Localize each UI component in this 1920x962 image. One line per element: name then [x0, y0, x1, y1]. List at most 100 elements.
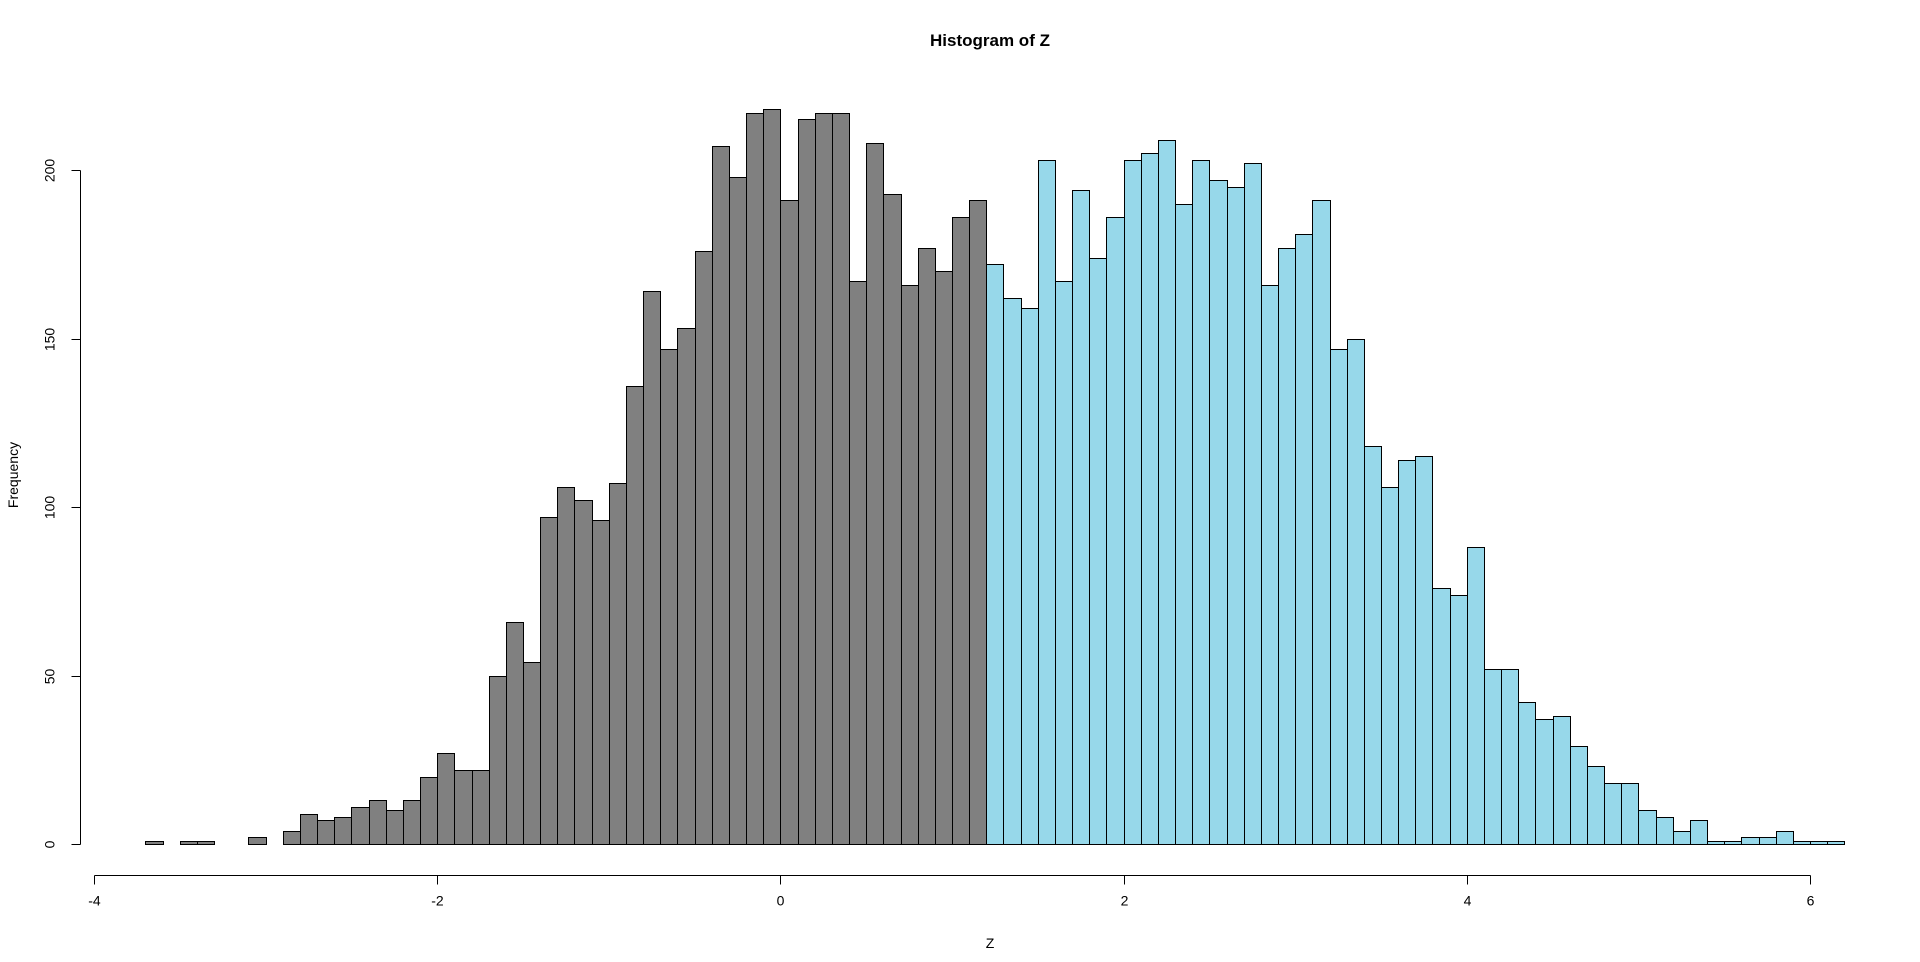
- histogram-bar: [763, 109, 781, 845]
- histogram-bar: [986, 264, 1004, 845]
- histogram-bar: [472, 770, 490, 845]
- histogram-bar: [437, 753, 455, 845]
- x-tick-label: 6: [1807, 893, 1815, 909]
- histogram-bar: [180, 841, 198, 845]
- x-tick-label: 2: [1121, 893, 1129, 909]
- histogram-bar: [609, 483, 627, 845]
- histogram-bar: [1707, 841, 1725, 845]
- histogram-bar: [403, 800, 421, 845]
- histogram-bar: [1467, 547, 1485, 845]
- histogram-bar: [1776, 831, 1794, 845]
- histogram-bar: [523, 662, 541, 845]
- y-tick-label: 0: [42, 840, 58, 848]
- histogram-bar: [386, 810, 404, 845]
- histogram-bar: [1827, 841, 1845, 845]
- histogram-bar: [695, 251, 713, 845]
- histogram-bar: [1227, 187, 1245, 845]
- histogram-bar: [1003, 298, 1022, 845]
- histogram-bar: [248, 837, 267, 845]
- histogram-bar: [969, 200, 987, 845]
- histogram-bar: [1021, 308, 1039, 845]
- histogram-bar: [815, 113, 833, 845]
- histogram-bar: [952, 217, 970, 845]
- chart-title: Histogram of Z: [930, 31, 1050, 50]
- histogram-bar: [420, 777, 438, 845]
- histogram-bar: [746, 113, 764, 845]
- histogram-bar: [1244, 163, 1262, 845]
- histogram-bar: [780, 200, 799, 845]
- histogram-bar: [1124, 160, 1142, 845]
- x-tick-label: -2: [431, 893, 444, 909]
- histogram-bar: [1330, 349, 1348, 845]
- histogram-bar: [712, 146, 730, 845]
- histogram-bar: [1690, 820, 1708, 845]
- histogram-bar: [1741, 837, 1760, 845]
- histogram-bar: [1038, 160, 1056, 845]
- histogram-bar: [1553, 716, 1571, 845]
- histogram-bar: [935, 271, 953, 845]
- histogram-bar: [1604, 783, 1622, 845]
- histogram-bar: [1295, 234, 1313, 845]
- histogram-bar: [1055, 281, 1073, 845]
- histogram-bar: [849, 281, 867, 845]
- histogram-bar: [557, 487, 575, 845]
- histogram-bar: [1450, 595, 1468, 845]
- histogram-bar: [832, 113, 850, 845]
- histogram-bar: [1192, 160, 1210, 845]
- x-tick-label: 0: [777, 893, 785, 909]
- histogram-bar: [1415, 456, 1433, 845]
- histogram-bar: [1656, 817, 1674, 845]
- histogram-bar: [1072, 190, 1090, 845]
- histogram-bar: [334, 817, 352, 845]
- histogram-bar: [317, 820, 335, 845]
- histogram-bar: [1621, 783, 1639, 845]
- histogram-bar: [1175, 204, 1193, 845]
- histogram-bar: [1141, 153, 1159, 845]
- histogram-bar: [574, 500, 593, 845]
- histogram-bar: [1484, 669, 1502, 845]
- bars-group: [145, 109, 1845, 845]
- histogram-bar: [1209, 180, 1228, 845]
- histogram-bar: [351, 807, 370, 845]
- histogram-bar: [1810, 841, 1828, 845]
- y-axis-label: Frequency: [5, 442, 21, 508]
- histogram-bar: [489, 676, 507, 845]
- histogram-bar: [883, 194, 902, 845]
- x-axis: -4 -2 0 2 4 6: [88, 875, 1815, 909]
- y-tick-label: 150: [42, 328, 58, 352]
- histogram-bar: [1158, 140, 1176, 845]
- x-tick-label: -4: [88, 893, 101, 909]
- histogram-bar: [1381, 487, 1399, 845]
- histogram-bar: [506, 622, 524, 845]
- histogram-bar: [454, 770, 473, 845]
- histogram-bar: [677, 328, 696, 845]
- histogram-bar: [1724, 841, 1742, 845]
- histogram-bar: [1638, 810, 1657, 845]
- histogram-bar: [145, 841, 164, 845]
- histogram-bar: [283, 831, 301, 845]
- histogram-bar: [1673, 831, 1691, 845]
- histogram-bar: [729, 177, 747, 845]
- histogram-bar: [798, 119, 816, 845]
- x-axis-label: Z: [986, 935, 995, 951]
- y-tick-label: 200: [42, 159, 58, 183]
- histogram-bar: [1535, 719, 1554, 845]
- histogram-bar: [1518, 702, 1536, 845]
- histogram-bar: [300, 814, 318, 845]
- histogram-bar: [918, 248, 936, 845]
- y-axis: 0 50 100 150 200: [42, 159, 81, 848]
- histogram-bar: [1432, 588, 1451, 845]
- y-tick-label: 100: [42, 496, 58, 520]
- histogram-bar: [866, 143, 884, 845]
- histogram-bar: [1793, 841, 1811, 845]
- histogram-bar: [1570, 746, 1588, 845]
- histogram-bar: [1106, 217, 1125, 845]
- histogram-bar: [1312, 200, 1331, 845]
- histogram-bar: [592, 520, 610, 845]
- histogram-bar: [1364, 446, 1382, 845]
- histogram-bar: [1759, 837, 1777, 845]
- histogram-bar: [1501, 669, 1519, 845]
- x-tick-label: 4: [1464, 893, 1472, 909]
- histogram-bar: [643, 291, 661, 845]
